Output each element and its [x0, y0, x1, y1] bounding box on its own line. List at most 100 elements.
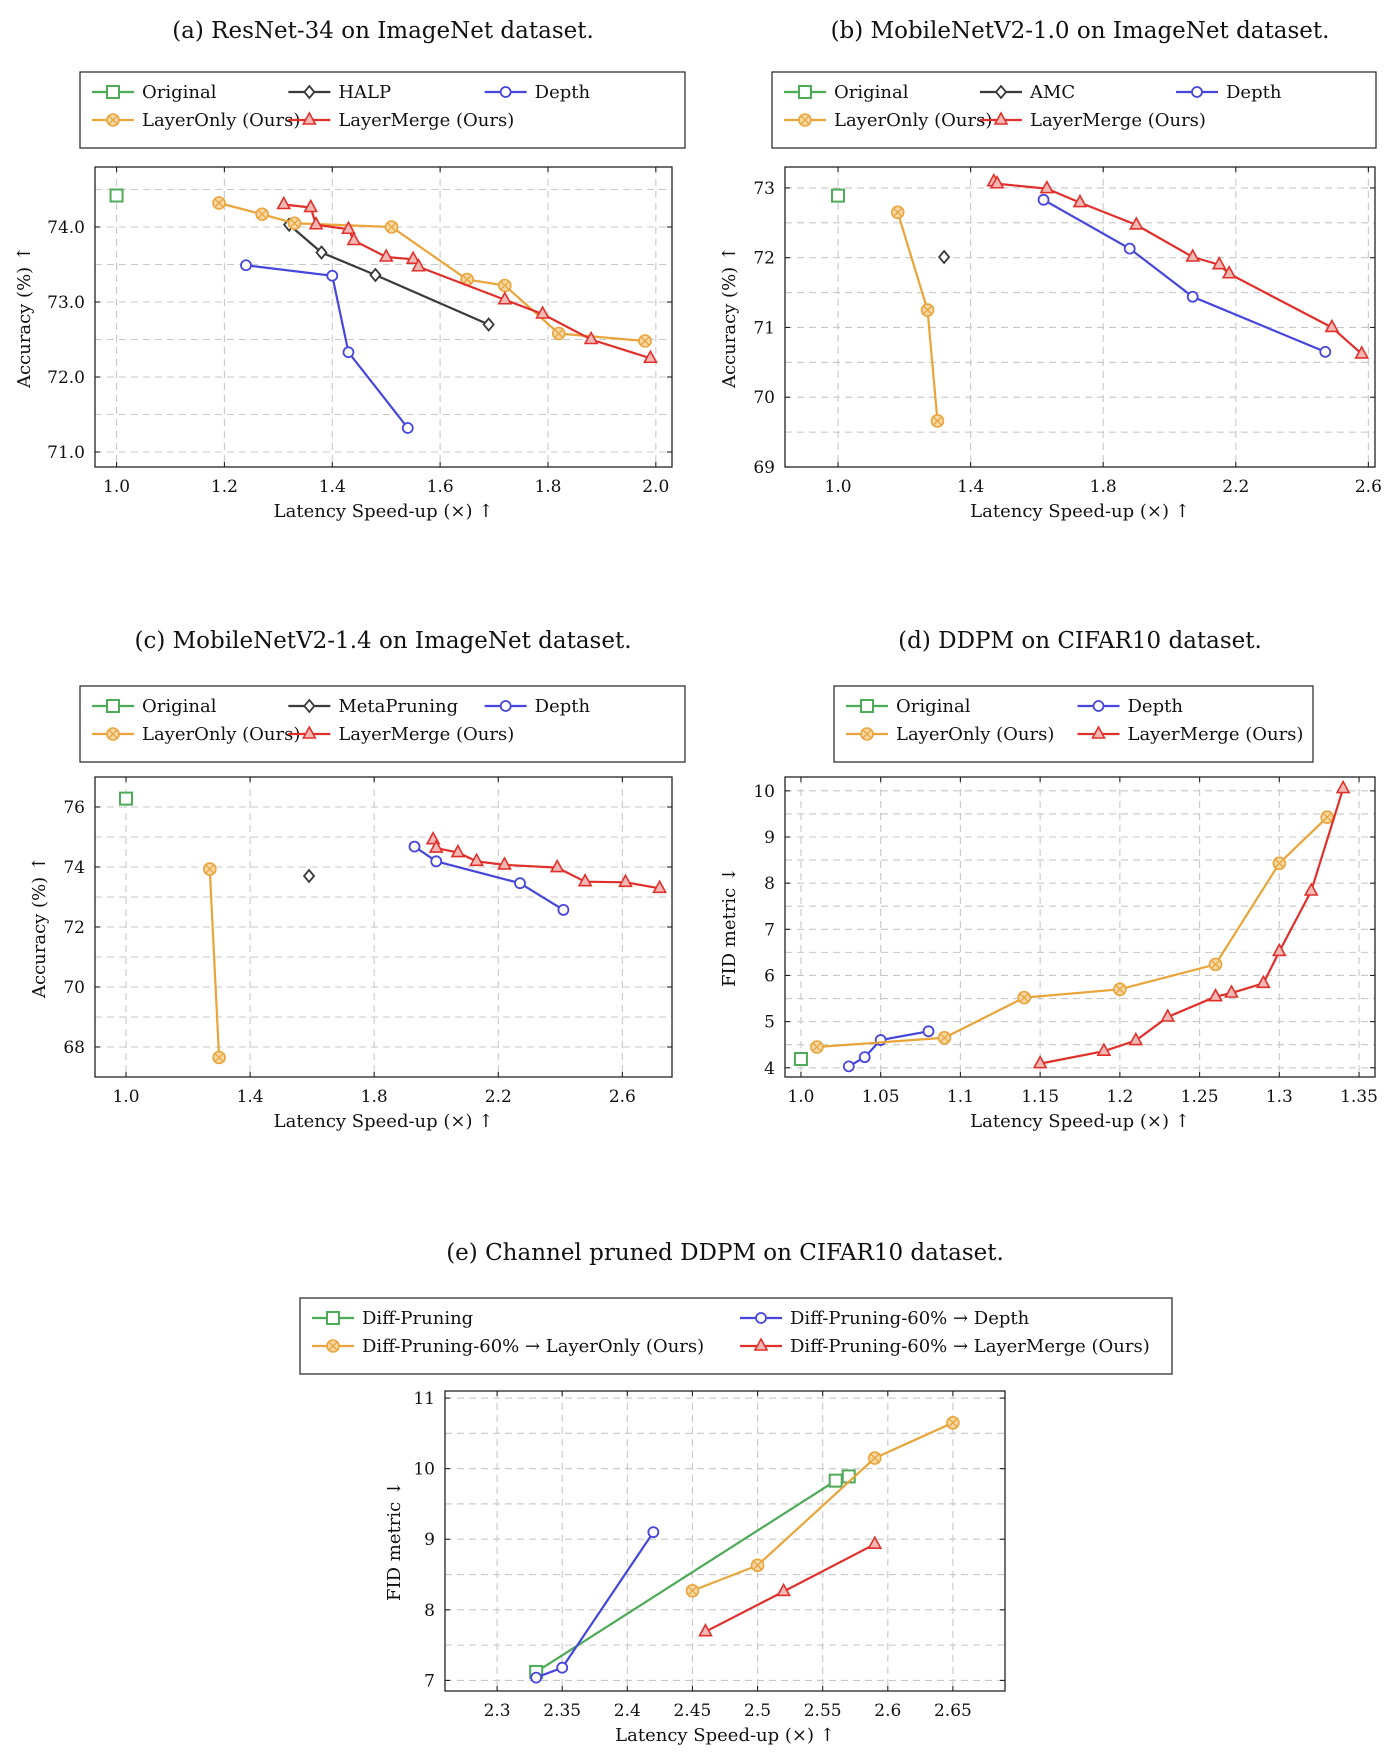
- chart-d-data-point: [1335, 779, 1351, 794]
- chart-e-legend-label: Diff-Pruning-60% → LayerOnly (Ours): [362, 1336, 704, 1357]
- chart-d-legend-label: LayerOnly (Ours): [896, 724, 1054, 745]
- chart-b-series-layeronly-ours: [890, 205, 945, 428]
- chart-c-data-point: [119, 791, 134, 806]
- chart-b-data-point: [1221, 265, 1237, 279]
- chart-d-data-point: [937, 1030, 952, 1045]
- chart-a-legend-entry-layeronly-ours: LayerOnly (Ours): [92, 110, 300, 131]
- chart-e-data-point: [776, 1582, 791, 1597]
- chart-d-data-point: [858, 1051, 871, 1064]
- chart-e-data-point: [698, 1623, 713, 1637]
- chart-c-legend-label: LayerOnly (Ours): [142, 724, 300, 745]
- chart-e-legend-entry-diff-pruning-60-depth: Diff-Pruning-60% → Depth: [740, 1308, 1030, 1329]
- chart-b-data-point: [1185, 248, 1201, 262]
- chart-a-legend: Original HALP Depth LayerOnly (Ours) LayerMe…: [79, 71, 686, 149]
- chart-a-data-point: [401, 422, 414, 434]
- chart-a-y-tick-label: 73.0: [47, 293, 85, 313]
- chart-d-series-line: [816, 816, 1328, 1049]
- chart-c-y-tick-label: 72: [63, 918, 85, 938]
- chart-d-legend-entry-layermerge-ours: LayerMerge (Ours): [1077, 724, 1304, 745]
- chart-e-x-tick-label: 2.5: [744, 1701, 771, 1721]
- chart-e-y-tick-label: 11: [413, 1389, 435, 1409]
- chart-a-data-point: [346, 231, 362, 246]
- chart-e-x-tick-label: 2.35: [543, 1701, 581, 1721]
- chart-b-legend-entry-amc: AMC: [980, 82, 1075, 103]
- chart-c-legend-entry-original: Original: [92, 696, 217, 717]
- chart-e-series-line: [692, 1421, 954, 1592]
- chart-a-series-original: [109, 188, 124, 203]
- chart-d-y-tick-label: 7: [764, 920, 775, 940]
- chart-d-legend-marker: [1091, 725, 1106, 739]
- chart-b-y-axis-label: Accuracy (%) ↑: [719, 246, 740, 389]
- chart-e-legend-marker: [755, 1312, 767, 1324]
- chart-c-legend-marker: [106, 727, 120, 741]
- chart-c-x-tick-label: 1.8: [361, 1087, 388, 1107]
- chart-e-x-tick-label: 2.65: [934, 1701, 972, 1721]
- chart-d-data-point: [1208, 957, 1223, 972]
- chart-b-series-line: [1042, 198, 1326, 353]
- chart-b-title: (b) MobileNetV2-1.0 on ImageNet dataset.: [831, 18, 1330, 44]
- chart-a-legend-label: LayerMerge (Ours): [338, 110, 514, 131]
- chart-c-series-layeronly-ours: [202, 862, 226, 1065]
- chart-e-legend-entry-diff-pruning: Diff-Pruning: [312, 1308, 473, 1329]
- chart-d-data-point: [1224, 984, 1239, 998]
- chart-e-data-point: [750, 1558, 765, 1573]
- chart-e-x-tick-label: 2.4: [614, 1701, 641, 1721]
- chart-a-data-point: [212, 196, 226, 210]
- chart-d-data-point: [1017, 990, 1031, 1005]
- chart-b-legend-label: AMC: [1029, 82, 1075, 103]
- chart-d-legend-entry-original: Original: [846, 696, 971, 717]
- chart-b-grid: [785, 167, 1375, 468]
- chart-c-y-tick-label: 76: [63, 798, 85, 818]
- chart-c-series-original: [119, 791, 134, 806]
- chart-e-y-tick-label: 10: [413, 1460, 435, 1480]
- chart-c-x-tick-label: 1.0: [112, 1087, 139, 1107]
- chart-c-data-point: [469, 852, 484, 867]
- chart-a-x-axis-label: Latency Speed-up (×) ↑: [274, 501, 494, 522]
- chart-e: (e) Channel pruned DDPM on CIFAR10 datas…: [299, 1240, 1173, 1746]
- chart-c-data-point: [202, 862, 217, 876]
- chart-a-legend-label: Depth: [535, 82, 591, 103]
- chart-c-legend-entry-metapruning: MetaPruning: [288, 696, 458, 717]
- chart-a-data-point: [551, 326, 566, 341]
- chart-c-legend-entry-layeronly-ours: LayerOnly (Ours): [92, 724, 300, 745]
- chart-a-legend-entry-halp: HALP: [288, 82, 391, 103]
- chart-c-legend-label: Original: [142, 696, 217, 717]
- chart-a-x-tick-label: 2.0: [642, 477, 669, 497]
- chart-a-data-point: [326, 269, 339, 282]
- chart-a-legend-label: HALP: [338, 82, 391, 103]
- chart-a-y-tick-label: 74.0: [47, 218, 85, 238]
- chart-e-series-diff-pruning-60-layermerge-ours: [698, 1535, 883, 1637]
- chart-a-series-layeronly-ours: [212, 196, 652, 348]
- chart-b-legend-entry-depth: Depth: [1176, 82, 1282, 103]
- chart-d-data-point: [1032, 1054, 1048, 1069]
- chart-e-series-line: [535, 1531, 655, 1679]
- chart-d-legend-marker: [1092, 700, 1105, 712]
- chart-c-data-point: [428, 839, 444, 853]
- chart-d-x-tick-label: 1.1: [947, 1087, 974, 1107]
- chart-b-legend-marker: [1191, 86, 1203, 98]
- chart-b-data-point: [831, 188, 846, 203]
- chart-b-legend-label: LayerOnly (Ours): [834, 110, 992, 131]
- chart-d-legend-marker: [860, 699, 874, 713]
- chart-e-y-tick-label: 8: [424, 1601, 435, 1621]
- chart-a-data-point: [303, 198, 319, 213]
- chart-c-data-point: [450, 843, 466, 858]
- chart-d-legend-label: LayerMerge (Ours): [1128, 724, 1304, 745]
- chart-b-y-tick-label: 69: [753, 458, 775, 478]
- chart-e-title: (e) Channel pruned DDPM on CIFAR10 datas…: [446, 1240, 1004, 1266]
- chart-c-data-point: [652, 879, 667, 894]
- chart-a-data-point: [341, 220, 356, 235]
- chart-e-data-point: [946, 1415, 960, 1430]
- chart-c: (c) MobileNetV2-1.4 on ImageNet dataset.…: [29, 628, 686, 1132]
- chart-b-data-point: [937, 249, 951, 265]
- chart-c-data-point: [497, 856, 512, 870]
- chart-d-y-tick-label: 6: [764, 966, 775, 986]
- chart-d-grid: [785, 777, 1375, 1077]
- chart-c-legend-entry-layermerge-ours: LayerMerge (Ours): [288, 724, 514, 745]
- chart-d-data-point: [793, 1052, 808, 1066]
- chart-c-data-point: [557, 904, 570, 916]
- chart-e-y-tick-label: 9: [424, 1530, 435, 1550]
- chart-d-x-tick-label: 1.2: [1106, 1087, 1133, 1107]
- chart-a-data-point: [287, 216, 302, 231]
- chart-d-legend-label: Original: [896, 696, 971, 717]
